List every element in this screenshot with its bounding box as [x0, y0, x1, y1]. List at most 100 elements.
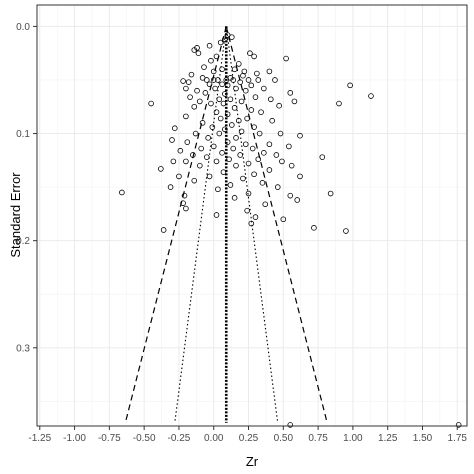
data-point: [256, 130, 263, 137]
data-point: [183, 205, 189, 212]
data-point: [194, 45, 200, 51]
data-point: [180, 78, 186, 84]
x-tick-label: -0.75: [98, 433, 121, 444]
data-point: [199, 120, 206, 126]
data-point: [311, 225, 317, 231]
data-point: [245, 190, 252, 197]
data-point: [294, 197, 301, 203]
data-point: [455, 422, 462, 428]
data-point: [183, 113, 189, 120]
y-tick-label: 0.2: [16, 236, 30, 247]
data-point: [183, 85, 189, 92]
plot-panel: [37, 5, 467, 426]
data-point: [291, 98, 298, 105]
data-point: [205, 135, 211, 141]
data-point: [206, 42, 213, 49]
data-point: [198, 145, 205, 152]
data-point: [191, 177, 198, 184]
x-tick-label: 1.50: [413, 433, 433, 444]
data-point: [197, 162, 203, 169]
data-point: [210, 143, 217, 150]
data-point: [248, 82, 255, 89]
data-point: [227, 182, 234, 188]
data-point: [220, 100, 227, 107]
data-point: [187, 94, 193, 100]
data-point: [251, 171, 257, 178]
data-point: [235, 61, 242, 67]
data-point: [238, 98, 245, 105]
y-tick-label: 0.0: [16, 22, 30, 33]
data-point: [251, 53, 257, 60]
data-point: [269, 117, 275, 124]
data-point: [233, 85, 239, 92]
data-point: [215, 77, 221, 83]
data-point: [259, 180, 266, 186]
data-point: [287, 422, 294, 428]
data-point: [220, 169, 227, 175]
funnel-95-left: [124, 26, 227, 423]
data-point: [249, 145, 256, 152]
data-point: [217, 115, 224, 122]
data-point: [255, 77, 262, 83]
data-point: [274, 184, 281, 190]
plot-border: [36, 4, 468, 427]
data-point: [223, 77, 230, 83]
data-point: [297, 173, 303, 180]
data-point: [203, 154, 210, 160]
data-point: [201, 64, 207, 70]
data-point: [216, 130, 223, 137]
data-point: [252, 214, 259, 220]
data-point: [240, 175, 246, 182]
data-point: [212, 85, 218, 92]
data-point: [235, 117, 242, 124]
x-axis-title: Zr: [246, 454, 259, 469]
data-point: [267, 96, 274, 103]
data-point: [283, 55, 289, 62]
data-point: [190, 152, 196, 158]
data-point: [215, 186, 221, 193]
data-point: [203, 77, 210, 83]
data-point: [233, 162, 239, 169]
data-point: [244, 207, 250, 214]
data-point: [229, 122, 235, 128]
data-point: [177, 147, 184, 154]
y-axis: 0.0 0.1 0.2 0.3: [16, 22, 37, 354]
data-point: [297, 132, 303, 139]
data-point: [181, 192, 188, 199]
data-point: [185, 79, 192, 85]
data-point: [206, 173, 213, 180]
x-tick-label: 0.50: [274, 433, 294, 444]
data-point: [262, 201, 269, 208]
data-point: [276, 102, 282, 109]
funnel-lines: [124, 26, 328, 423]
data-point: [252, 94, 259, 100]
data-point: [183, 158, 189, 165]
major-gridlines: [37, 5, 467, 426]
data-point: [254, 70, 260, 77]
data-point: [210, 68, 217, 75]
data-point: [319, 154, 326, 160]
data-point: [208, 100, 214, 107]
data-point: [197, 98, 203, 105]
data-point: [192, 130, 199, 137]
data-point: [230, 77, 237, 83]
data-point: [343, 228, 349, 234]
x-tick-label: 0.00: [204, 433, 224, 444]
x-tick-label: -0.50: [133, 433, 156, 444]
data-point: [191, 103, 198, 110]
y-tick-label: 0.1: [16, 129, 30, 140]
data-point: [219, 66, 225, 73]
x-tick-label: -1.00: [63, 433, 86, 444]
data-point: [206, 81, 213, 88]
data-point: [210, 77, 217, 83]
x-tick-label: 0.75: [308, 433, 328, 444]
data-point: [222, 126, 228, 133]
data-point: [213, 53, 220, 60]
data-point: [169, 137, 175, 143]
data-point: [280, 216, 287, 223]
data-point: [238, 128, 245, 135]
data-point: [208, 57, 214, 64]
data-point: [245, 77, 252, 83]
data-point: [180, 200, 186, 206]
funnel-95-right: [225, 26, 328, 423]
